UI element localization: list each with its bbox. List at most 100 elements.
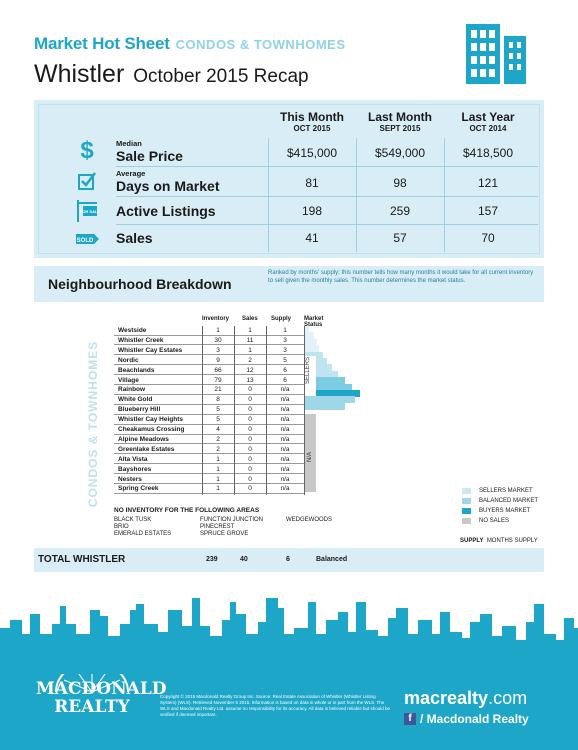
inventory-value: 30: [214, 336, 222, 344]
table-row: Whistler Cay Heights 5 0 n/a: [114, 415, 304, 425]
legend: SELLERS MARKET BALANCED MARKET BUYERS MA…: [460, 488, 539, 544]
col-this-month: This Month OCT 2015: [268, 110, 356, 133]
supply-value: 6: [283, 366, 287, 374]
table-row: Village 79 13 6: [114, 376, 304, 385]
na-label: N/A: [307, 451, 313, 462]
neighbourhood-name: Spring Creek: [118, 485, 159, 493]
logo-line1: MACDONALD: [36, 679, 167, 699]
facebook-label: / Macdonald Realty: [420, 712, 529, 726]
neighbourhood-name: White Gold: [118, 396, 153, 404]
supply-value: n/a: [280, 416, 290, 424]
col-last-month: Last Month SEPT 2015: [356, 110, 444, 133]
divider: [268, 138, 269, 252]
area-name: SPRUCE GROVE: [200, 531, 249, 537]
legend-footer-right: MONTHS SUPPLY: [486, 538, 538, 544]
logo-wordmark: MACDONALD REALTY: [36, 679, 167, 716]
supply-value: n/a: [280, 455, 290, 463]
table-row: Whistler Cay Estates 3 1 3: [114, 346, 304, 356]
sales-value: 1: [248, 346, 252, 354]
summary-panel: This Month OCT 2015 Last Month SEPT 2015…: [34, 100, 544, 258]
area-name: PINECREST: [200, 524, 235, 530]
row-label-small: Average: [116, 169, 146, 178]
grid-line: [202, 326, 203, 495]
status-bar: [305, 345, 320, 353]
legend-item: BUYERS MARKET: [462, 508, 538, 514]
city-skyline-graphic: [0, 598, 578, 750]
row-label: Sales: [116, 230, 153, 248]
value-last-month: 259: [389, 204, 411, 218]
grid-line: [304, 326, 305, 495]
supply-value: n/a: [280, 406, 290, 414]
legend-label: SELLERS MARKET: [479, 488, 533, 494]
sales-value: 0: [248, 475, 252, 483]
grid-line: [266, 326, 267, 495]
no-inventory-areas: BLACK TUSK FUNCTION JUNCTION WEDGEWOODS BRI…: [114, 517, 372, 537]
inventory-value: 5: [216, 416, 220, 424]
svg-text:SOLD: SOLD: [77, 238, 94, 244]
sales-value: 0: [248, 426, 252, 433]
section-description: Ranked by months' supply; this number te…: [268, 270, 534, 284]
row-divider: [116, 196, 538, 197]
legend-label: NO SALES: [479, 518, 510, 524]
status-bar: [305, 338, 317, 346]
value-this-month: 81: [305, 176, 319, 190]
buildings-icon: [466, 24, 526, 84]
col-last-year: Last Year OCT 2014: [444, 110, 532, 133]
supply-value: n/a: [280, 465, 290, 473]
vertical-label-text: CONDOS & TOWNHOMES: [86, 340, 100, 508]
value-last-year: $418,500: [462, 146, 514, 160]
status-bar: [305, 326, 309, 333]
divider: [356, 138, 357, 252]
supply-value: n/a: [280, 426, 290, 433]
inventory-value: 4: [216, 426, 220, 433]
row-label-big: Days on Market: [116, 178, 220, 194]
supply-value: n/a: [280, 386, 290, 394]
table-row: Cheakamus Crossing 4 0 n/a: [114, 425, 304, 435]
inventory-value: 79: [214, 376, 222, 384]
inventory-value: 66: [214, 366, 222, 374]
status-bar: [305, 402, 345, 410]
facebook-link[interactable]: f / Macdonald Realty: [404, 712, 529, 726]
table-row: Bayshores 1 0 n/a: [114, 465, 304, 475]
row-label-big: Sale Price: [116, 148, 183, 164]
status-bar: [305, 383, 353, 391]
sales-value: 0: [248, 406, 252, 414]
dollar-icon: $: [80, 137, 94, 164]
status-bar: [305, 351, 323, 359]
value-last-month: 98: [393, 176, 407, 190]
website-link[interactable]: macrealty.com: [404, 688, 527, 709]
url-main: macrealty: [404, 688, 489, 708]
legend-item: NO SALES: [462, 518, 538, 524]
summary-frame: [38, 104, 540, 254]
legend-swatch: [462, 488, 471, 494]
svg-text:FOR SALE: FOR SALE: [80, 209, 99, 214]
header-market-status: Market Status: [304, 316, 324, 328]
sales-value: 0: [248, 485, 252, 493]
table-row: Rainbow 21 0 n/a: [114, 385, 304, 395]
total-status: Balanced: [316, 556, 348, 563]
facebook-icon: f: [404, 713, 416, 725]
row-label-small: Median: [116, 139, 142, 148]
value-last-year: 157: [477, 204, 499, 218]
total-sales: 40: [240, 556, 248, 563]
neighbourhood-name: Whistler Cay Heights: [118, 416, 184, 424]
legend-item: SELLERS MARKET: [462, 488, 538, 494]
legend-label: BALANCED MARKET: [479, 498, 539, 504]
page-title: Whistler October 2015 Recap: [34, 60, 346, 89]
neighbourhood-name: Westside: [118, 327, 147, 334]
inventory-value: 1: [216, 475, 220, 483]
neighbourhood-header: Neighbourhood Breakdown Ranked by months…: [34, 266, 544, 302]
table-row: Spring Creek 1 0 n/a: [114, 484, 304, 494]
sales-value: 1: [248, 327, 252, 334]
col-sub: OCT 2014: [469, 124, 507, 133]
value-this-month: 41: [305, 231, 319, 245]
supply-value: 3: [283, 336, 287, 344]
inventory-value: 1: [216, 485, 220, 493]
neighbourhood-name: Bayshores: [118, 465, 152, 473]
url-tld: .com: [488, 688, 528, 708]
neighbourhood-name: Rainbow: [118, 386, 146, 394]
area-name: EMERALD ESTATES: [114, 531, 172, 537]
area-name: [286, 524, 372, 530]
row-label: Active Listings: [116, 203, 216, 221]
table-row: Alpine Meadows 2 0 n/a: [114, 435, 304, 445]
